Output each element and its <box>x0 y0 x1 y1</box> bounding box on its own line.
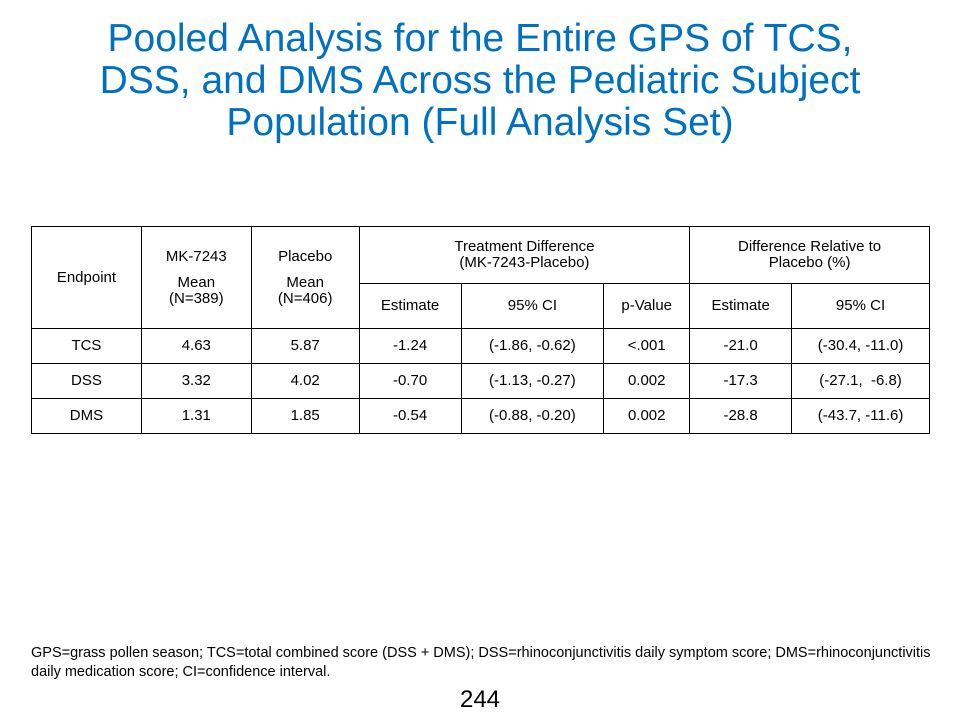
cell-pvalue: 0.002 <box>603 398 691 434</box>
cell-rel-ci: (-27.1, -6.8) <box>791 363 930 399</box>
cell-ci: (-0.88, -0.20) <box>460 398 605 434</box>
header-estimate: Estimate <box>358 283 462 329</box>
header-placebo-label: Placebo <box>278 247 333 265</box>
cell-estimate: -0.70 <box>358 363 462 399</box>
cell-rel-estimate: -28.8 <box>689 398 793 434</box>
cell-pvalue: <.001 <box>603 328 691 364</box>
header-pvalue: p-Value <box>603 283 691 329</box>
header-mk7243-mean: Mean (N=389) <box>169 273 224 307</box>
cell-rel-ci: (-30.4, -11.0) <box>791 328 930 364</box>
page-number: 244 <box>459 686 501 713</box>
cell-placebo-mean: 4.02 <box>250 363 360 399</box>
header-relative-difference: Difference Relative to Placebo (%) <box>689 226 930 284</box>
header-mk7243-label: MK-7243 <box>165 247 227 265</box>
header-rel-estimate: Estimate <box>689 283 793 329</box>
cell-endpoint: DSS <box>31 363 142 399</box>
table-row: TCS 4.63 5.87 -1.24 (-1.86, -0.62) <.001… <box>31 328 930 364</box>
header-placebo: Placebo Mean (N=406) <box>250 226 360 329</box>
header-endpoint: Endpoint <box>31 226 142 329</box>
cell-ci: (-1.13, -0.27) <box>460 363 605 399</box>
cell-endpoint: TCS <box>31 328 142 364</box>
cell-estimate: -1.24 <box>358 328 462 364</box>
header-mk7243: MK-7243 Mean (N=389) <box>140 226 252 329</box>
cell-rel-ci: (-43.7, -11.6) <box>791 398 930 434</box>
header-row-1: Endpoint MK-7243 Mean (N=389) Placebo Me… <box>31 226 930 329</box>
title-line-1: Pooled Analysis for the Entire GPS of TC… <box>107 17 853 60</box>
cell-mk-mean: 4.63 <box>140 328 252 364</box>
title-line-2: DSS, and DMS Across the Pediatric Subjec… <box>99 59 861 102</box>
header-placebo-mean: Mean (N=406) <box>277 273 333 307</box>
header-rel-ci: 95% CI <box>791 283 930 329</box>
header-row-2: Estimate 95% CI p-Value Estimate 95% CI <box>32 283 930 329</box>
header-ci: 95% CI <box>460 283 605 329</box>
table-row: DMS 1.31 1.85 -0.54 (-0.88, -0.20) 0.002… <box>31 398 930 434</box>
cell-mk-mean: 1.31 <box>140 398 252 434</box>
header-treatment-difference: Treatment Difference (MK-7243-Placebo) <box>358 226 691 284</box>
cell-placebo-mean: 5.87 <box>250 328 360 364</box>
results-table: Endpoint MK-7243 Mean (N=389) Placebo Me… <box>31 226 930 434</box>
cell-rel-estimate: -17.3 <box>689 363 793 399</box>
cell-rel-estimate: -21.0 <box>689 328 793 364</box>
cell-placebo-mean: 1.85 <box>250 398 360 434</box>
table-row: DSS 3.32 4.02 -0.70 (-1.13, -0.27) 0.002… <box>31 363 930 399</box>
cell-mk-mean: 3.32 <box>140 363 252 399</box>
cell-pvalue: 0.002 <box>603 363 691 399</box>
page-title: Pooled Analysis for the Entire GPS of TC… <box>0 18 960 144</box>
cell-ci: (-1.86, -0.62) <box>460 328 605 364</box>
title-line-3: Population (Full Analysis Set) <box>226 101 734 144</box>
cell-endpoint: DMS <box>31 398 142 434</box>
footnote: GPS=grass pollen season; TCS=total combi… <box>31 645 931 680</box>
cell-estimate: -0.54 <box>358 398 462 434</box>
